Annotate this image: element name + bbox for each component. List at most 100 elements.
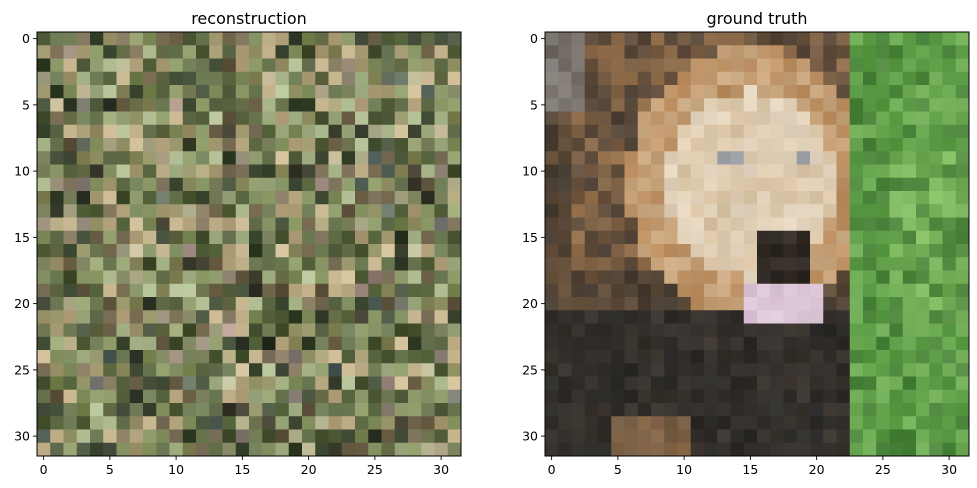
- reconstruction-pixel: [447, 350, 462, 364]
- reconstruction-pixel: [182, 45, 197, 59]
- ground-truth-pixel: [823, 217, 837, 232]
- reconstruction-pixel: [249, 376, 263, 391]
- reconstruction-pixel: [209, 350, 223, 364]
- ground-truth-pixel: [955, 363, 970, 377]
- reconstruction-pixel: [143, 429, 157, 444]
- ground-truth-pixel: [810, 297, 824, 311]
- ground-truth-pixel: [624, 98, 639, 112]
- reconstruction-pixel: [63, 138, 78, 152]
- ground-truth-pixel: [823, 429, 837, 444]
- reconstruction-pixel: [408, 45, 422, 59]
- ground-truth-pixel: [717, 283, 731, 298]
- reconstruction-pixel: [235, 230, 250, 245]
- reconstruction-pixel: [209, 389, 223, 404]
- reconstruction-pixel: [275, 389, 290, 404]
- reconstruction-pixel: [381, 403, 396, 417]
- reconstruction-pixel: [37, 376, 51, 391]
- ground-truth-pixel: [611, 336, 625, 351]
- reconstruction-pixel: [262, 244, 276, 258]
- ground-truth-pixel: [651, 71, 665, 86]
- reconstruction-pixel: [302, 416, 316, 430]
- reconstruction-pixel: [63, 111, 78, 126]
- ground-truth-pixel: [624, 323, 639, 338]
- reconstruction-pixel: [381, 336, 396, 351]
- reconstruction-pixel: [90, 138, 104, 152]
- ground-truth-pixel: [783, 283, 798, 298]
- ground-truth-pixel: [558, 350, 572, 364]
- reconstruction-pixel: [328, 191, 343, 205]
- reconstruction-pixel: [76, 45, 91, 59]
- ground-truth-pixel: [730, 191, 745, 205]
- ground-truth-pixel: [677, 257, 692, 271]
- ground-truth-pixel: [571, 416, 586, 430]
- reconstruction-pixel: [341, 416, 356, 430]
- reconstruction-pixel: [63, 177, 78, 192]
- reconstruction-pixel: [235, 32, 250, 46]
- reconstruction-pixel: [421, 32, 435, 46]
- reconstruction-pixel: [103, 58, 117, 73]
- reconstruction-pixel: [196, 71, 210, 86]
- ground-truth-pixel: [717, 230, 731, 245]
- ground-truth-pixel: [545, 98, 559, 112]
- reconstruction-pixel: [90, 151, 104, 165]
- reconstruction-pixel: [143, 177, 157, 192]
- ground-truth-pixel: [664, 429, 678, 444]
- ground-truth-pixel: [876, 204, 890, 218]
- reconstruction-pixel: [196, 217, 210, 232]
- ground-truth-pixel: [757, 244, 771, 258]
- reconstruction-pixel: [143, 138, 157, 152]
- reconstruction-pixel: [368, 283, 382, 298]
- ground-truth-pixel: [942, 45, 957, 59]
- ground-truth-pixel: [929, 350, 943, 364]
- ground-truth-pixel: [704, 389, 718, 404]
- ground-truth-pixel: [690, 376, 705, 391]
- reconstruction-pixel: [341, 244, 356, 258]
- reconstruction-pixel: [288, 363, 303, 377]
- reconstruction-pixel: [328, 244, 343, 258]
- reconstruction-pixel: [288, 151, 303, 165]
- reconstruction-pixel: [302, 336, 316, 351]
- reconstruction-pixel: [434, 350, 449, 364]
- ground-truth-pixel: [929, 283, 943, 298]
- reconstruction-pixel: [355, 403, 369, 417]
- ground-truth-pixel: [664, 363, 678, 377]
- ground-truth-pixel: [902, 58, 917, 73]
- ground-truth-pixel: [677, 283, 692, 298]
- reconstruction-pixel: [249, 98, 263, 112]
- ground-truth-pixel: [598, 244, 612, 258]
- ground-truth-pixel: [929, 363, 943, 377]
- ground-truth-pixel: [730, 230, 745, 245]
- ground-truth-pixel: [955, 71, 970, 86]
- ground-truth-pixel: [637, 164, 652, 179]
- reconstruction-pixel: [76, 323, 91, 338]
- ground-truth-pixel: [770, 58, 784, 73]
- ground-truth-pixel: [584, 124, 599, 139]
- reconstruction-pixel: [262, 283, 276, 298]
- reconstruction-pixel: [315, 111, 329, 126]
- reconstruction-pixel: [116, 71, 131, 86]
- ground-truth-pixel: [757, 217, 771, 232]
- reconstruction-pixel: [50, 151, 64, 165]
- reconstruction-pixel: [249, 138, 263, 152]
- ground-truth-pixel: [598, 32, 612, 46]
- reconstruction-pixel: [434, 111, 449, 126]
- reconstruction-pixel: [196, 323, 210, 338]
- ground-truth-pixel: [611, 124, 625, 139]
- ground-truth-pixel: [916, 191, 930, 205]
- ground-truth-pixel: [730, 389, 745, 404]
- reconstruction-pixel: [408, 138, 422, 152]
- reconstruction-pixel: [196, 177, 210, 192]
- ground-truth-pixel: [584, 297, 599, 311]
- reconstruction-pixel: [249, 429, 263, 444]
- reconstruction-pixel: [103, 191, 117, 205]
- ground-truth-pixel: [916, 416, 930, 430]
- ground-truth-pixel: [611, 230, 625, 245]
- ground-truth-pixel: [704, 403, 718, 417]
- reconstruction-pixel: [37, 270, 51, 285]
- reconstruction-pixel: [328, 138, 343, 152]
- ground-truth-pixel: [783, 270, 798, 285]
- ground-truth-pixel: [810, 350, 824, 364]
- ground-truth-pixel: [902, 336, 917, 351]
- ground-truth-pixel: [637, 403, 652, 417]
